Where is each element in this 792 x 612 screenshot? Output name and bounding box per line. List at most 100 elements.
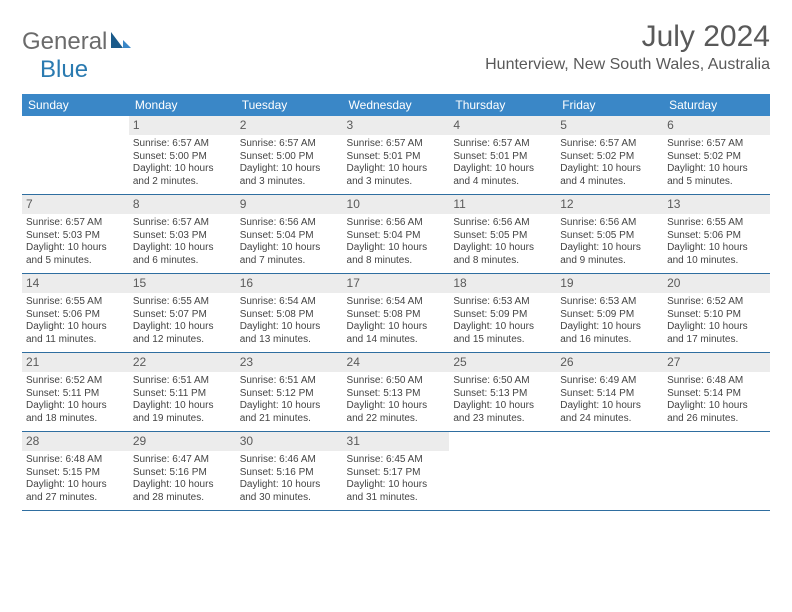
cell-line: Daylight: 10 hours and 8 minutes. xyxy=(347,242,446,267)
cell-line: Sunset: 5:08 PM xyxy=(347,309,446,322)
cell-line: Sunset: 5:06 PM xyxy=(667,230,766,243)
cell-line: Daylight: 10 hours and 22 minutes. xyxy=(347,400,446,425)
calendar-cell: 31Sunrise: 6:45 AMSunset: 5:17 PMDayligh… xyxy=(343,432,450,511)
day-number: 1 xyxy=(129,116,236,135)
day-header-row: Sunday Monday Tuesday Wednesday Thursday… xyxy=(22,94,770,116)
cell-line: Sunrise: 6:53 AM xyxy=(453,296,552,309)
day-number: 2 xyxy=(236,116,343,135)
cell-line: Sunset: 5:11 PM xyxy=(26,388,125,401)
cell-line: Sunrise: 6:56 AM xyxy=(560,217,659,230)
calendar-cell: 5Sunrise: 6:57 AMSunset: 5:02 PMDaylight… xyxy=(556,116,663,195)
cell-line: Sunrise: 6:52 AM xyxy=(667,296,766,309)
cell-line: Sunset: 5:01 PM xyxy=(453,151,552,164)
cell-line: Sunrise: 6:55 AM xyxy=(133,296,232,309)
day-header: Tuesday xyxy=(236,94,343,116)
cell-line: Daylight: 10 hours and 17 minutes. xyxy=(667,321,766,346)
cell-line: Sunset: 5:13 PM xyxy=(347,388,446,401)
cell-line: Sunset: 5:12 PM xyxy=(240,388,339,401)
day-number: 19 xyxy=(556,274,663,293)
day-number: 29 xyxy=(129,432,236,451)
day-number: 7 xyxy=(22,195,129,214)
calendar-cell: 25Sunrise: 6:50 AMSunset: 5:13 PMDayligh… xyxy=(449,353,556,432)
day-number: 3 xyxy=(343,116,450,135)
calendar-cell: 14Sunrise: 6:55 AMSunset: 5:06 PMDayligh… xyxy=(22,274,129,353)
calendar-cell: 13Sunrise: 6:55 AMSunset: 5:06 PMDayligh… xyxy=(663,195,770,274)
page-title: July 2024 xyxy=(485,20,770,54)
cell-line: Daylight: 10 hours and 21 minutes. xyxy=(240,400,339,425)
cell-line: Sunrise: 6:56 AM xyxy=(347,217,446,230)
cell-line: Sunset: 5:16 PM xyxy=(133,467,232,480)
cell-line: Daylight: 10 hours and 13 minutes. xyxy=(240,321,339,346)
cell-line: Sunrise: 6:48 AM xyxy=(667,375,766,388)
cell-line: Sunrise: 6:57 AM xyxy=(347,138,446,151)
calendar-cell: 15Sunrise: 6:55 AMSunset: 5:07 PMDayligh… xyxy=(129,274,236,353)
calendar-cell: 4Sunrise: 6:57 AMSunset: 5:01 PMDaylight… xyxy=(449,116,556,195)
day-header: Wednesday xyxy=(343,94,450,116)
cell-line: Sunset: 5:08 PM xyxy=(240,309,339,322)
location-subtitle: Hunterview, New South Wales, Australia xyxy=(485,56,770,74)
day-number: 15 xyxy=(129,274,236,293)
cell-line: Sunset: 5:03 PM xyxy=(26,230,125,243)
cell-line: Daylight: 10 hours and 27 minutes. xyxy=(26,479,125,504)
calendar-cell: 28Sunrise: 6:48 AMSunset: 5:15 PMDayligh… xyxy=(22,432,129,511)
calendar-cell: 7Sunrise: 6:57 AMSunset: 5:03 PMDaylight… xyxy=(22,195,129,274)
cell-line: Sunset: 5:14 PM xyxy=(560,388,659,401)
calendar-cell: 19Sunrise: 6:53 AMSunset: 5:09 PMDayligh… xyxy=(556,274,663,353)
cell-line: Daylight: 10 hours and 3 minutes. xyxy=(347,163,446,188)
day-number: 18 xyxy=(449,274,556,293)
cell-line: Daylight: 10 hours and 3 minutes. xyxy=(240,163,339,188)
calendar-cell xyxy=(663,432,770,511)
calendar-cell: 18Sunrise: 6:53 AMSunset: 5:09 PMDayligh… xyxy=(449,274,556,353)
cell-line: Sunset: 5:07 PM xyxy=(133,309,232,322)
cell-line: Sunrise: 6:57 AM xyxy=(560,138,659,151)
cell-line: Sunrise: 6:57 AM xyxy=(26,217,125,230)
logo-text-2: Blue xyxy=(40,56,88,83)
day-number: 20 xyxy=(663,274,770,293)
calendar-cell: 26Sunrise: 6:49 AMSunset: 5:14 PMDayligh… xyxy=(556,353,663,432)
cell-line: Daylight: 10 hours and 2 minutes. xyxy=(133,163,232,188)
cell-line: Sunset: 5:09 PM xyxy=(453,309,552,322)
day-number: 10 xyxy=(343,195,450,214)
sail-icon xyxy=(109,30,131,55)
cell-line: Daylight: 10 hours and 4 minutes. xyxy=(453,163,552,188)
cell-line: Daylight: 10 hours and 10 minutes. xyxy=(667,242,766,267)
cell-line: Sunrise: 6:50 AM xyxy=(347,375,446,388)
calendar-cell: 27Sunrise: 6:48 AMSunset: 5:14 PMDayligh… xyxy=(663,353,770,432)
logo: General xyxy=(22,28,133,56)
day-header: Thursday xyxy=(449,94,556,116)
calendar-cell: 9Sunrise: 6:56 AMSunset: 5:04 PMDaylight… xyxy=(236,195,343,274)
day-number: 12 xyxy=(556,195,663,214)
calendar-cell: 2 Sunrise: 6:57 AMSunset: 5:00 PMDaylight… xyxy=(236,116,343,195)
day-number: 25 xyxy=(449,353,556,372)
cell-line: Sunset: 5:16 PM xyxy=(240,467,339,480)
cell-line: Sunset: 5:05 PM xyxy=(453,230,552,243)
calendar-week-row: 21Sunrise: 6:52 AMSunset: 5:11 PMDayligh… xyxy=(22,353,770,432)
cell-line: Daylight: 10 hours and 7 minutes. xyxy=(240,242,339,267)
calendar-table: Sunday Monday Tuesday Wednesday Thursday… xyxy=(22,94,770,511)
day-header: Monday xyxy=(129,94,236,116)
calendar-cell: 17Sunrise: 6:54 AMSunset: 5:08 PMDayligh… xyxy=(343,274,450,353)
cell-line: Sunset: 5:01 PM xyxy=(347,151,446,164)
cell-line: Sunrise: 6:54 AM xyxy=(347,296,446,309)
cell-line: Sunrise: 6:53 AM xyxy=(560,296,659,309)
cell-line: Sunrise: 6:57 AM xyxy=(240,138,339,151)
calendar-cell: 24Sunrise: 6:50 AMSunset: 5:13 PMDayligh… xyxy=(343,353,450,432)
cell-line: Sunrise: 6:52 AM xyxy=(26,375,125,388)
cell-line: Sunset: 5:00 PM xyxy=(133,151,232,164)
cell-line: Sunset: 5:04 PM xyxy=(347,230,446,243)
day-number: 13 xyxy=(663,195,770,214)
cell-line: Sunset: 5:03 PM xyxy=(133,230,232,243)
cell-line: Sunset: 5:02 PM xyxy=(667,151,766,164)
cell-line: Daylight: 10 hours and 31 minutes. xyxy=(347,479,446,504)
day-number: 5 xyxy=(556,116,663,135)
cell-line: Sunset: 5:15 PM xyxy=(26,467,125,480)
cell-line: Sunset: 5:11 PM xyxy=(133,388,232,401)
cell-line: Daylight: 10 hours and 9 minutes. xyxy=(560,242,659,267)
cell-line: Sunrise: 6:57 AM xyxy=(133,138,232,151)
cell-line: Sunset: 5:00 PM xyxy=(240,151,339,164)
cell-line: Sunset: 5:04 PM xyxy=(240,230,339,243)
cell-line: Sunset: 5:14 PM xyxy=(667,388,766,401)
day-number: 8 xyxy=(129,195,236,214)
day-number: 11 xyxy=(449,195,556,214)
cell-line: Sunset: 5:05 PM xyxy=(560,230,659,243)
